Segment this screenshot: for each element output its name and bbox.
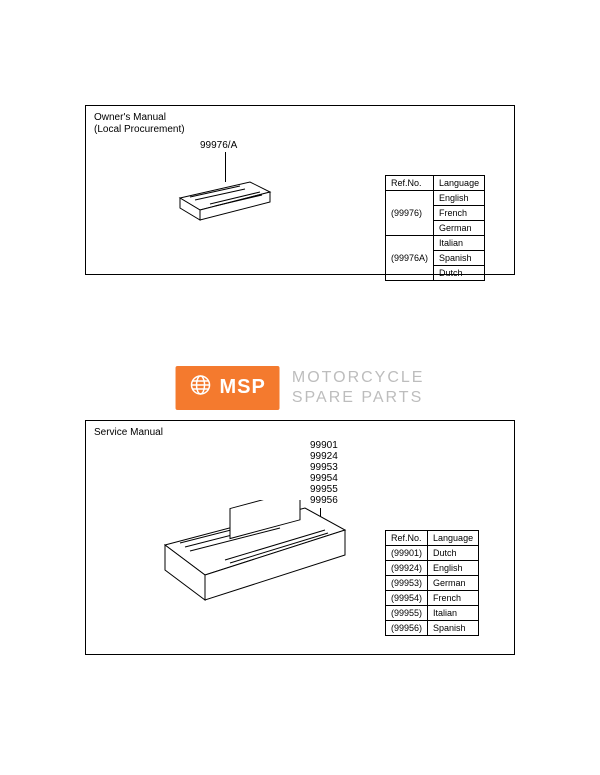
ref-table-service: Ref.No. Language (99901) Dutch (99924) E… [385,530,479,636]
table-cell: (99954) [386,591,428,606]
callout-item: 99901 [310,440,338,451]
table-cell: Italian [434,236,485,251]
table-cell: Dutch [428,546,479,561]
callout-label-service: 99901 99924 99953 99954 99955 99956 [310,440,338,506]
table-cell: Spanish [434,251,485,266]
diagram-canvas: Owner's Manual (Local Procurement) 99976… [0,0,600,775]
table-header-ref: Ref.No. [386,531,428,546]
callout-label-owners: 99976/A [200,140,237,151]
watermark-line2: SPARE PARTS [292,388,425,408]
table-cell: French [434,206,485,221]
watermark-badge-text: MSP [220,376,266,399]
table-cell: (99976A) [386,236,434,281]
book-icon [170,180,280,235]
table-cell: (99924) [386,561,428,576]
table-cell: French [428,591,479,606]
callout-line-owners [225,152,226,182]
table-cell: English [428,561,479,576]
callout-item: 99924 [310,451,338,462]
table-cell: (99953) [386,576,428,591]
table-cell: (99976) [386,191,434,236]
table-cell: German [434,221,485,236]
table-cell: Spanish [428,621,479,636]
panel-title: Service Manual [94,427,163,439]
ref-table-owners: Ref.No. Language (99976) English French … [385,175,485,281]
table-cell: German [428,576,479,591]
watermark-line1: MOTORCYCLE [292,368,425,388]
table-cell: Italian [428,606,479,621]
table-cell: English [434,191,485,206]
table-cell: (99956) [386,621,428,636]
callout-item: 99955 [310,484,338,495]
book-icon [150,500,360,630]
table-header-lang: Language [428,531,479,546]
callout-item: 99953 [310,462,338,473]
callout-item: 99954 [310,473,338,484]
watermark-badge: MSP [176,366,280,410]
table-cell: (99955) [386,606,428,621]
table-header-ref: Ref.No. [386,176,434,191]
panel-subtitle: (Local Procurement) [94,124,185,136]
table-cell: Dutch [434,266,485,281]
watermark-text: MOTORCYCLE SPARE PARTS [292,368,425,408]
table-cell: (99901) [386,546,428,561]
watermark: MSP MOTORCYCLE SPARE PARTS [176,366,425,410]
panel-title: Owner's Manual [94,112,166,124]
table-header-lang: Language [434,176,485,191]
globe-icon [190,374,212,402]
